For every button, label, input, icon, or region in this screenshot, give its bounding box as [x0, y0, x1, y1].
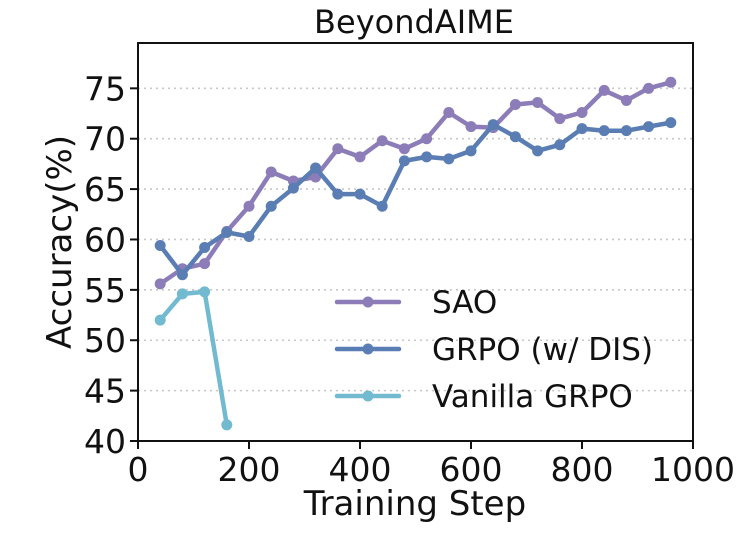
- legend-label: SAO: [432, 285, 497, 321]
- data-point: [509, 131, 521, 143]
- series-2: [154, 117, 677, 281]
- data-point: [509, 98, 521, 110]
- x-tick-label: 1000: [651, 450, 735, 489]
- legend-marker: [362, 296, 374, 308]
- data-point: [620, 94, 632, 106]
- data-point: [221, 419, 233, 431]
- data-point: [665, 117, 677, 129]
- data-point: [398, 155, 410, 167]
- data-point: [421, 151, 433, 163]
- y-tick-label: 40: [84, 422, 126, 461]
- series-line: [157, 80, 674, 287]
- data-point: [154, 240, 166, 252]
- data-point: [176, 269, 188, 281]
- data-point: [199, 258, 211, 270]
- data-point: [221, 226, 233, 238]
- series-3: [154, 286, 233, 431]
- data-point: [443, 107, 455, 119]
- data-point: [465, 145, 477, 157]
- y-tick-label: 65: [84, 170, 126, 209]
- data-point: [598, 125, 610, 137]
- y-tick-label: 50: [84, 321, 126, 360]
- y-tick-label: 45: [84, 372, 126, 411]
- data-point: [576, 123, 588, 135]
- x-tick-label: 200: [218, 450, 281, 489]
- data-point: [421, 133, 433, 145]
- data-point: [199, 242, 211, 254]
- chart-title: BeyondAIME: [314, 3, 514, 41]
- data-point: [199, 286, 211, 298]
- x-tick-label: 600: [440, 450, 503, 489]
- data-point: [620, 125, 632, 137]
- data-point: [532, 96, 544, 108]
- axis-ticks: 40 45 50 55 60 65 70 75 0 200 400 600 800 1000: [84, 69, 735, 489]
- data-point: [532, 145, 544, 157]
- series-layer: [154, 76, 677, 431]
- data-point: [643, 82, 655, 94]
- data-point: [554, 113, 566, 125]
- y-tick-label: 70: [84, 120, 126, 159]
- legend-label: GRPO (w/ DIS): [432, 332, 653, 368]
- data-point: [576, 107, 588, 119]
- data-point: [265, 200, 277, 212]
- data-point: [332, 143, 344, 155]
- data-point: [310, 162, 322, 174]
- legend: SAO GRPO (w/ DIS) Vanilla GRPO: [334, 285, 653, 415]
- data-point: [598, 84, 610, 96]
- data-point: [287, 182, 299, 194]
- data-point: [643, 121, 655, 133]
- legend-marker: [362, 343, 374, 355]
- y-tick-label: 75: [84, 69, 126, 108]
- series-line: [157, 289, 230, 428]
- data-point: [265, 166, 277, 178]
- data-point: [332, 188, 344, 200]
- data-point: [376, 135, 388, 147]
- data-point: [243, 230, 255, 242]
- data-point: [154, 278, 166, 290]
- y-tick-label: 55: [84, 271, 126, 310]
- data-point: [154, 314, 166, 326]
- data-point: [554, 139, 566, 151]
- data-point: [354, 151, 366, 163]
- series-1: [154, 76, 677, 290]
- data-point: [398, 143, 410, 155]
- y-axis-label: Accuracy(%): [40, 135, 80, 349]
- y-tick-label: 60: [84, 220, 126, 259]
- data-point: [243, 200, 255, 212]
- x-tick-label: 800: [551, 450, 614, 489]
- x-tick-label: 0: [128, 450, 149, 489]
- data-point: [354, 188, 366, 200]
- legend-label: Vanilla GRPO: [432, 379, 633, 415]
- data-point: [465, 121, 477, 133]
- data-point: [176, 288, 188, 300]
- x-axis-label: Training Step: [303, 484, 526, 524]
- data-point: [665, 76, 677, 88]
- data-point: [376, 200, 388, 212]
- data-point: [443, 153, 455, 165]
- legend-marker: [362, 390, 374, 402]
- data-point: [487, 119, 499, 131]
- x-tick-label: 400: [329, 450, 392, 489]
- plot-frame: [137, 42, 694, 442]
